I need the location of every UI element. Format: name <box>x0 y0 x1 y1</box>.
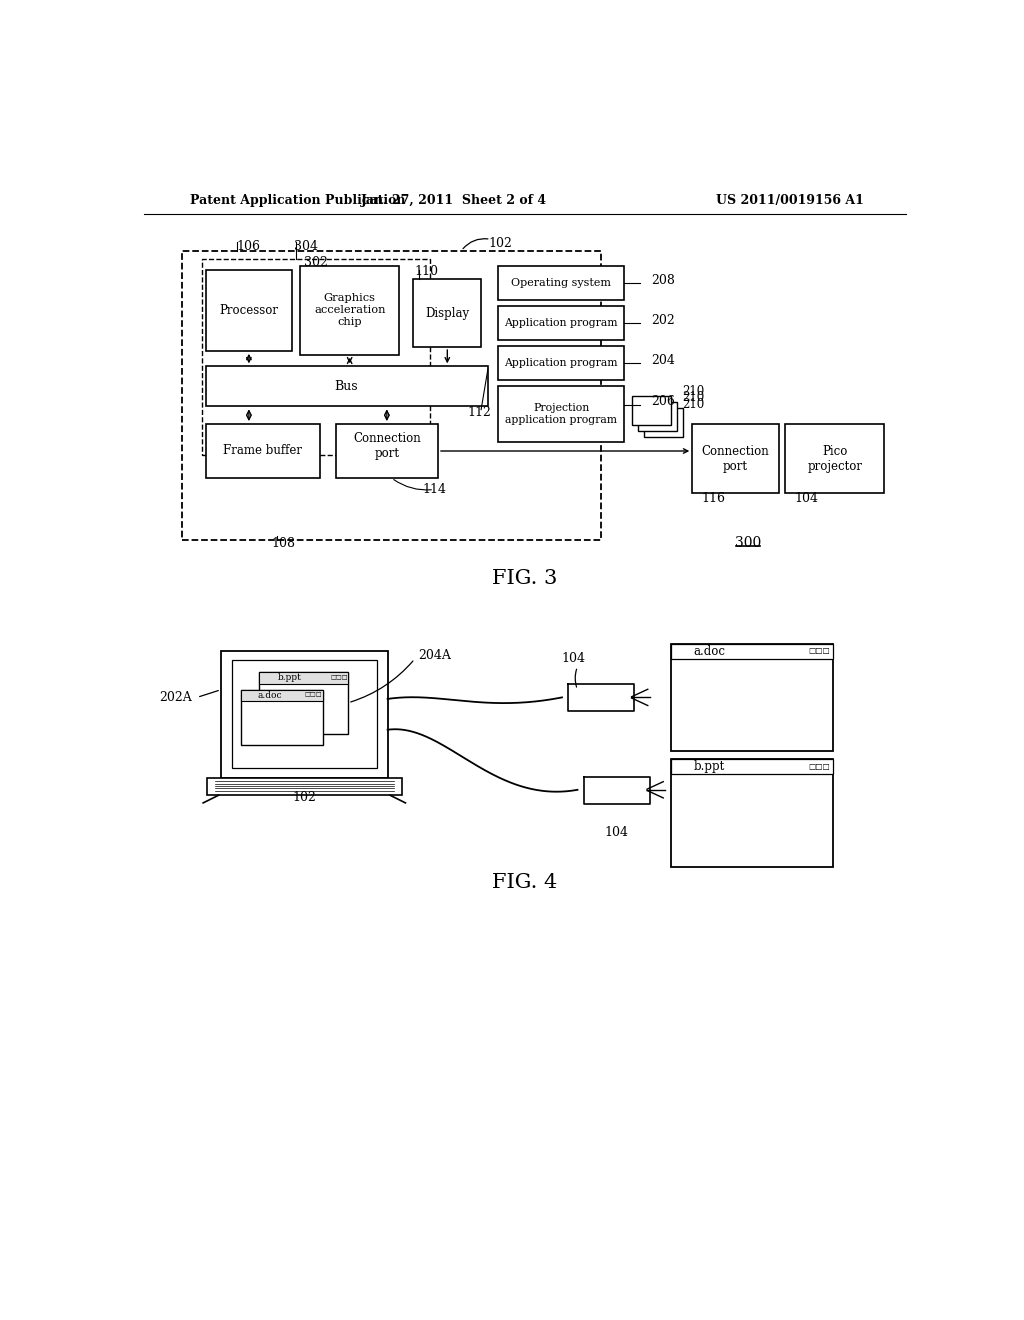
Bar <box>632 396 671 425</box>
Bar <box>241 689 323 701</box>
Text: Connection
port: Connection port <box>353 432 421 459</box>
Bar <box>259 672 348 684</box>
Bar <box>300 267 399 355</box>
Text: 206: 206 <box>651 395 675 408</box>
Text: 104: 104 <box>604 825 629 838</box>
Text: □□□: □□□ <box>330 675 347 680</box>
Bar <box>499 267 624 300</box>
Text: Projection
application program: Projection application program <box>505 403 617 425</box>
Text: Connection
port: Connection port <box>701 445 769 473</box>
Bar <box>671 644 834 659</box>
Bar <box>499 306 624 341</box>
Text: 202A: 202A <box>159 690 191 704</box>
Text: 102: 102 <box>488 236 512 249</box>
Bar <box>206 367 488 407</box>
Bar <box>241 690 323 744</box>
Bar <box>671 644 834 751</box>
Text: 304: 304 <box>294 240 318 253</box>
Text: FIG. 3: FIG. 3 <box>493 569 557 587</box>
Text: Jan. 27, 2011  Sheet 2 of 4: Jan. 27, 2011 Sheet 2 of 4 <box>360 194 547 207</box>
Text: 208: 208 <box>651 273 675 286</box>
Text: Operating system: Operating system <box>511 279 611 288</box>
Text: a.doc: a.doc <box>693 644 725 657</box>
Bar <box>231 660 377 768</box>
Bar <box>221 651 388 779</box>
Text: b.ppt: b.ppt <box>693 760 725 774</box>
Bar <box>206 271 292 351</box>
Text: 204: 204 <box>651 354 675 367</box>
Text: Frame buffer: Frame buffer <box>223 445 302 458</box>
Text: Display: Display <box>425 306 469 319</box>
Text: b.ppt: b.ppt <box>279 673 302 682</box>
Text: 106: 106 <box>237 240 260 253</box>
Bar <box>336 424 438 478</box>
Text: □□□: □□□ <box>808 763 830 771</box>
Bar <box>207 779 401 795</box>
Bar <box>671 759 834 867</box>
Text: 210: 210 <box>682 385 705 399</box>
Text: Patent Application Publication: Patent Application Publication <box>190 194 406 207</box>
Polygon shape <box>568 684 634 711</box>
Text: 300: 300 <box>735 536 761 550</box>
Bar <box>202 259 430 455</box>
Bar <box>671 759 834 775</box>
Text: Pico
projector: Pico projector <box>807 445 862 473</box>
Bar <box>499 387 624 442</box>
Text: Graphics
acceleration
chip: Graphics acceleration chip <box>314 293 385 326</box>
Text: 116: 116 <box>701 492 725 506</box>
Bar <box>414 280 481 347</box>
Text: Processor: Processor <box>219 304 279 317</box>
Text: Application program: Application program <box>505 358 617 368</box>
Bar <box>692 424 779 494</box>
Text: 108: 108 <box>271 537 295 550</box>
Polygon shape <box>584 776 649 804</box>
Text: 104: 104 <box>795 492 818 506</box>
Text: □□□: □□□ <box>304 693 322 697</box>
Bar <box>644 408 683 437</box>
Text: 112: 112 <box>467 407 492 418</box>
Text: 104: 104 <box>561 652 586 665</box>
Text: 204A: 204A <box>419 648 452 661</box>
Text: FIG. 4: FIG. 4 <box>493 873 557 892</box>
Text: Bus: Bus <box>335 380 358 393</box>
Bar <box>785 424 885 494</box>
Text: 210: 210 <box>682 397 705 411</box>
Text: Application program: Application program <box>505 318 617 329</box>
Bar <box>206 424 321 478</box>
Bar <box>182 251 601 540</box>
Text: 110: 110 <box>415 265 438 279</box>
Text: 302: 302 <box>304 256 328 269</box>
Bar <box>259 672 348 734</box>
Text: 114: 114 <box>422 483 446 496</box>
Text: US 2011/0019156 A1: US 2011/0019156 A1 <box>717 194 864 207</box>
Text: 210: 210 <box>682 391 705 404</box>
Bar <box>499 346 624 380</box>
Text: 202: 202 <box>651 314 675 326</box>
Text: a.doc: a.doc <box>257 690 282 700</box>
Text: □□□: □□□ <box>808 647 830 655</box>
Circle shape <box>620 692 630 702</box>
Text: 102: 102 <box>292 791 315 804</box>
Bar <box>638 401 677 430</box>
Circle shape <box>635 784 646 795</box>
